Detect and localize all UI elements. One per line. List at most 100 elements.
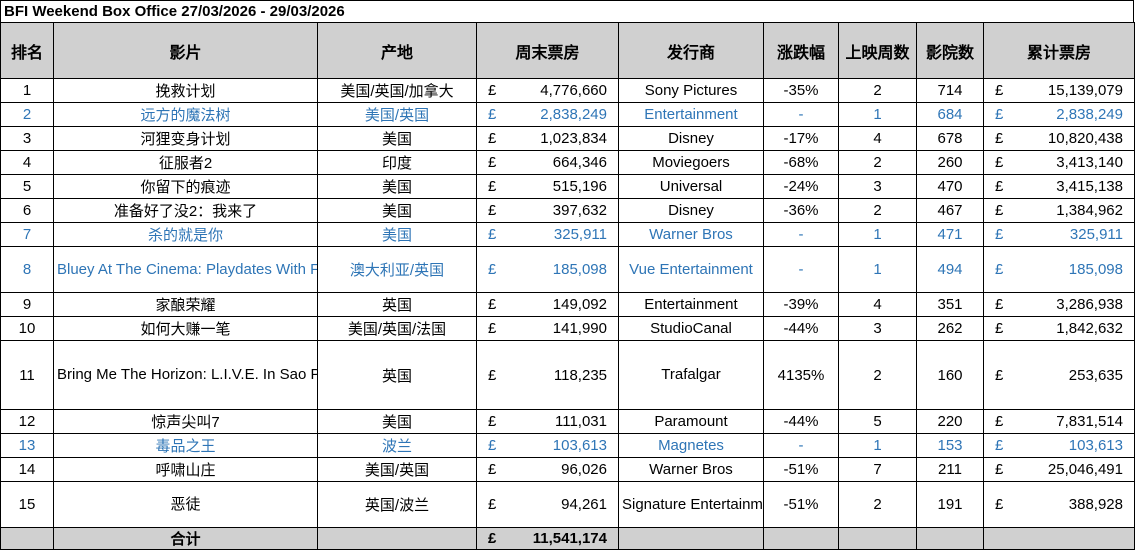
- header-distributor[interactable]: 发行商: [618, 22, 764, 79]
- cell-change[interactable]: -44%: [763, 316, 839, 341]
- cell-rank[interactable]: 9: [0, 292, 54, 317]
- cell-change[interactable]: -: [763, 222, 839, 247]
- cell-weekend-gross[interactable]: £94,261: [476, 481, 619, 528]
- cell-distributor[interactable]: Sony Pictures: [618, 78, 764, 103]
- cell-film[interactable]: 惊声尖叫7: [53, 409, 318, 434]
- total-cell-empty[interactable]: [916, 527, 984, 550]
- cell-cinemas[interactable]: 678: [916, 126, 984, 151]
- header-change[interactable]: 涨跌幅: [763, 22, 839, 79]
- cell-film[interactable]: 征服者2: [53, 150, 318, 175]
- cell-origin[interactable]: 英国: [317, 340, 477, 410]
- cell-rank[interactable]: 15: [0, 481, 54, 528]
- cell-distributor[interactable]: Vue Entertainment: [618, 246, 764, 293]
- cell-weeks[interactable]: 1: [838, 246, 917, 293]
- cell-rank[interactable]: 13: [0, 433, 54, 458]
- cell-distributor[interactable]: Magnetes: [618, 433, 764, 458]
- cell-weekend-gross[interactable]: £111,031: [476, 409, 619, 434]
- cell-cinemas[interactable]: 470: [916, 174, 984, 199]
- cell-total-gross[interactable]: £2,838,249: [983, 102, 1135, 127]
- cell-weeks[interactable]: 2: [838, 150, 917, 175]
- cell-change[interactable]: -24%: [763, 174, 839, 199]
- cell-cinemas[interactable]: 160: [916, 340, 984, 410]
- cell-total-gross[interactable]: £388,928: [983, 481, 1135, 528]
- cell-weeks[interactable]: 2: [838, 78, 917, 103]
- header-film[interactable]: 影片: [53, 22, 318, 79]
- cell-rank[interactable]: 11: [0, 340, 54, 410]
- cell-film[interactable]: 恶徒: [53, 481, 318, 528]
- cell-weekend-gross[interactable]: £4,776,660: [476, 78, 619, 103]
- cell-weeks[interactable]: 2: [838, 481, 917, 528]
- total-cell-empty[interactable]: [983, 527, 1135, 550]
- cell-film[interactable]: Bring Me The Horizon: L.I.V.E. In Sao Pa…: [53, 340, 318, 410]
- cell-film[interactable]: 呼啸山庄: [53, 457, 318, 482]
- cell-rank[interactable]: 12: [0, 409, 54, 434]
- cell-weekend-gross[interactable]: £397,632: [476, 198, 619, 223]
- cell-distributor[interactable]: Moviegoers: [618, 150, 764, 175]
- cell-cinemas[interactable]: 211: [916, 457, 984, 482]
- cell-change[interactable]: -44%: [763, 409, 839, 434]
- cell-origin[interactable]: 美国/英国/加拿大: [317, 78, 477, 103]
- cell-origin[interactable]: 英国/波兰: [317, 481, 477, 528]
- cell-rank[interactable]: 10: [0, 316, 54, 341]
- cell-weekend-gross[interactable]: £185,098: [476, 246, 619, 293]
- cell-film[interactable]: 准备好了没2：我来了: [53, 198, 318, 223]
- header-cinemas[interactable]: 影院数: [916, 22, 984, 79]
- cell-distributor[interactable]: Trafalgar: [618, 340, 764, 410]
- cell-weekend-gross[interactable]: £96,026: [476, 457, 619, 482]
- cell-cinemas[interactable]: 220: [916, 409, 984, 434]
- cell-distributor[interactable]: Disney: [618, 126, 764, 151]
- cell-total-gross[interactable]: £10,820,438: [983, 126, 1135, 151]
- cell-film[interactable]: 河狸变身计划: [53, 126, 318, 151]
- cell-change[interactable]: -51%: [763, 457, 839, 482]
- cell-change[interactable]: -: [763, 433, 839, 458]
- cell-distributor[interactable]: StudioCanal: [618, 316, 764, 341]
- cell-film[interactable]: 远方的魔法树: [53, 102, 318, 127]
- total-cell-empty[interactable]: [317, 527, 477, 550]
- cell-rank[interactable]: 1: [0, 78, 54, 103]
- cell-cinemas[interactable]: 494: [916, 246, 984, 293]
- cell-weekend-gross[interactable]: £515,196: [476, 174, 619, 199]
- total-label[interactable]: 合计: [53, 527, 318, 550]
- header-origin[interactable]: 产地: [317, 22, 477, 79]
- cell-film[interactable]: 家酿荣耀: [53, 292, 318, 317]
- total-cell-empty[interactable]: [618, 527, 764, 550]
- cell-distributor[interactable]: Warner Bros: [618, 222, 764, 247]
- cell-change[interactable]: -51%: [763, 481, 839, 528]
- cell-change[interactable]: -: [763, 102, 839, 127]
- cell-origin[interactable]: 波兰: [317, 433, 477, 458]
- cell-change[interactable]: -: [763, 246, 839, 293]
- cell-distributor[interactable]: Paramount: [618, 409, 764, 434]
- cell-origin[interactable]: 澳大利亚/英国: [317, 246, 477, 293]
- cell-weeks[interactable]: 4: [838, 292, 917, 317]
- cell-distributor[interactable]: Disney: [618, 198, 764, 223]
- cell-weeks[interactable]: 5: [838, 409, 917, 434]
- header-weeks[interactable]: 上映周数: [838, 22, 917, 79]
- cell-origin[interactable]: 美国: [317, 126, 477, 151]
- cell-origin[interactable]: 印度: [317, 150, 477, 175]
- cell-origin[interactable]: 美国/英国: [317, 457, 477, 482]
- cell-weeks[interactable]: 4: [838, 126, 917, 151]
- cell-total-gross[interactable]: £1,842,632: [983, 316, 1135, 341]
- cell-weekend-gross[interactable]: £141,990: [476, 316, 619, 341]
- cell-cinemas[interactable]: 260: [916, 150, 984, 175]
- cell-cinemas[interactable]: 153: [916, 433, 984, 458]
- cell-cinemas[interactable]: 467: [916, 198, 984, 223]
- cell-total-gross[interactable]: £103,613: [983, 433, 1135, 458]
- cell-change[interactable]: -35%: [763, 78, 839, 103]
- cell-weekend-gross[interactable]: £149,092: [476, 292, 619, 317]
- cell-weekend-gross[interactable]: £118,235: [476, 340, 619, 410]
- cell-total-gross[interactable]: £3,413,140: [983, 150, 1135, 175]
- cell-weeks[interactable]: 1: [838, 102, 917, 127]
- cell-distributor[interactable]: Signature Entertainment: [618, 481, 764, 528]
- cell-weeks[interactable]: 3: [838, 316, 917, 341]
- cell-total-gross[interactable]: £7,831,514: [983, 409, 1135, 434]
- cell-total-gross[interactable]: £3,286,938: [983, 292, 1135, 317]
- cell-total-gross[interactable]: £25,046,491: [983, 457, 1135, 482]
- cell-distributor[interactable]: Universal: [618, 174, 764, 199]
- cell-rank[interactable]: 4: [0, 150, 54, 175]
- cell-origin[interactable]: 美国: [317, 409, 477, 434]
- cell-weekend-gross[interactable]: £664,346: [476, 150, 619, 175]
- cell-film[interactable]: 毒品之王: [53, 433, 318, 458]
- cell-cinemas[interactable]: 684: [916, 102, 984, 127]
- cell-film[interactable]: Bluey At The Cinema: Playdates With Frie…: [53, 246, 318, 293]
